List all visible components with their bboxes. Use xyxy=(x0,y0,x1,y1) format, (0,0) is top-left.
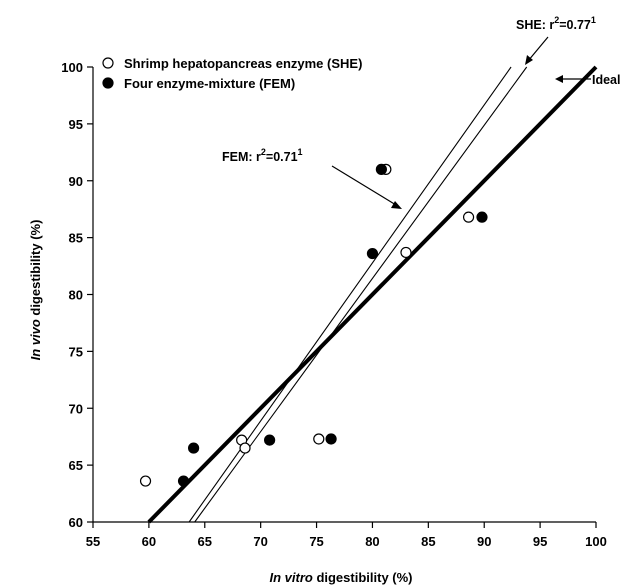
y-tick-label: 100 xyxy=(61,60,83,75)
svg-text:FEM: r2=0.711: FEM: r2=0.711 xyxy=(222,147,303,164)
x-tick-label: 70 xyxy=(253,534,267,549)
legend-label-fem: Four enzyme-mixture (FEM) xyxy=(124,76,295,91)
y-axis-title: In vivo digestibility (%) xyxy=(28,220,43,361)
annotation-fem: FEM: r2=0.711 xyxy=(222,147,402,209)
annotation-fem-arrowhead xyxy=(391,201,402,209)
she-point xyxy=(239,442,251,454)
she-point xyxy=(400,246,412,259)
she-point xyxy=(139,475,152,487)
x-tick-label: 95 xyxy=(533,534,547,549)
y-tick-label: 65 xyxy=(69,458,83,473)
legend: Shrimp hepatopancreas enzyme (SHE) Four … xyxy=(102,56,362,91)
fem-point xyxy=(366,247,379,260)
she-point xyxy=(462,211,475,223)
y-tick-label: 70 xyxy=(69,401,83,416)
she-fit-line xyxy=(194,66,528,523)
annotation-fem-arrow xyxy=(331,165,397,206)
data-points xyxy=(139,163,488,487)
x-tick-label: 55 xyxy=(86,534,100,549)
fem-fit-line xyxy=(188,66,512,523)
fem-point xyxy=(325,433,337,445)
y-tick-label: 60 xyxy=(69,515,83,530)
y-tick-label: 75 xyxy=(69,344,83,359)
x-tick-label: 85 xyxy=(421,534,435,549)
fit-lines xyxy=(147,65,598,524)
y-tick-label: 90 xyxy=(69,174,83,189)
y-tick-label: 95 xyxy=(69,117,83,132)
x-tick-label: 90 xyxy=(477,534,491,549)
y-tick-label: 85 xyxy=(69,231,83,246)
fem-point xyxy=(476,211,488,223)
she-point xyxy=(313,433,325,445)
legend-marker-she xyxy=(102,57,114,69)
x-tick-label: 75 xyxy=(309,534,323,549)
annotation-she-arrow xyxy=(527,36,549,62)
annotation-she: SHE: r2=0.771 xyxy=(516,15,596,65)
x-tick-label: 100 xyxy=(585,534,607,549)
legend-marker-fem xyxy=(102,77,114,89)
annotation-ideal-label: Ideal xyxy=(592,73,621,87)
fem-point xyxy=(188,442,200,454)
svg-text:SHE: r2=0.771: SHE: r2=0.771 xyxy=(516,15,596,32)
y-tick-label: 80 xyxy=(69,288,83,303)
legend-label-she: Shrimp hepatopancreas enzyme (SHE) xyxy=(124,56,362,71)
x-tick-label: 80 xyxy=(365,534,379,549)
fem-point xyxy=(375,163,387,175)
annotation-she-arrowhead xyxy=(525,55,533,65)
fem-point xyxy=(177,475,190,487)
annotation-ideal-arrowhead xyxy=(555,75,563,83)
annotation-ideal: Ideal xyxy=(555,73,621,87)
fem-point xyxy=(264,434,276,446)
x-axis-title: In vitro digestibility (%) xyxy=(269,570,412,585)
x-tick-label: 60 xyxy=(142,534,156,549)
ideal-line xyxy=(147,65,598,524)
x-tick-label: 65 xyxy=(198,534,212,549)
